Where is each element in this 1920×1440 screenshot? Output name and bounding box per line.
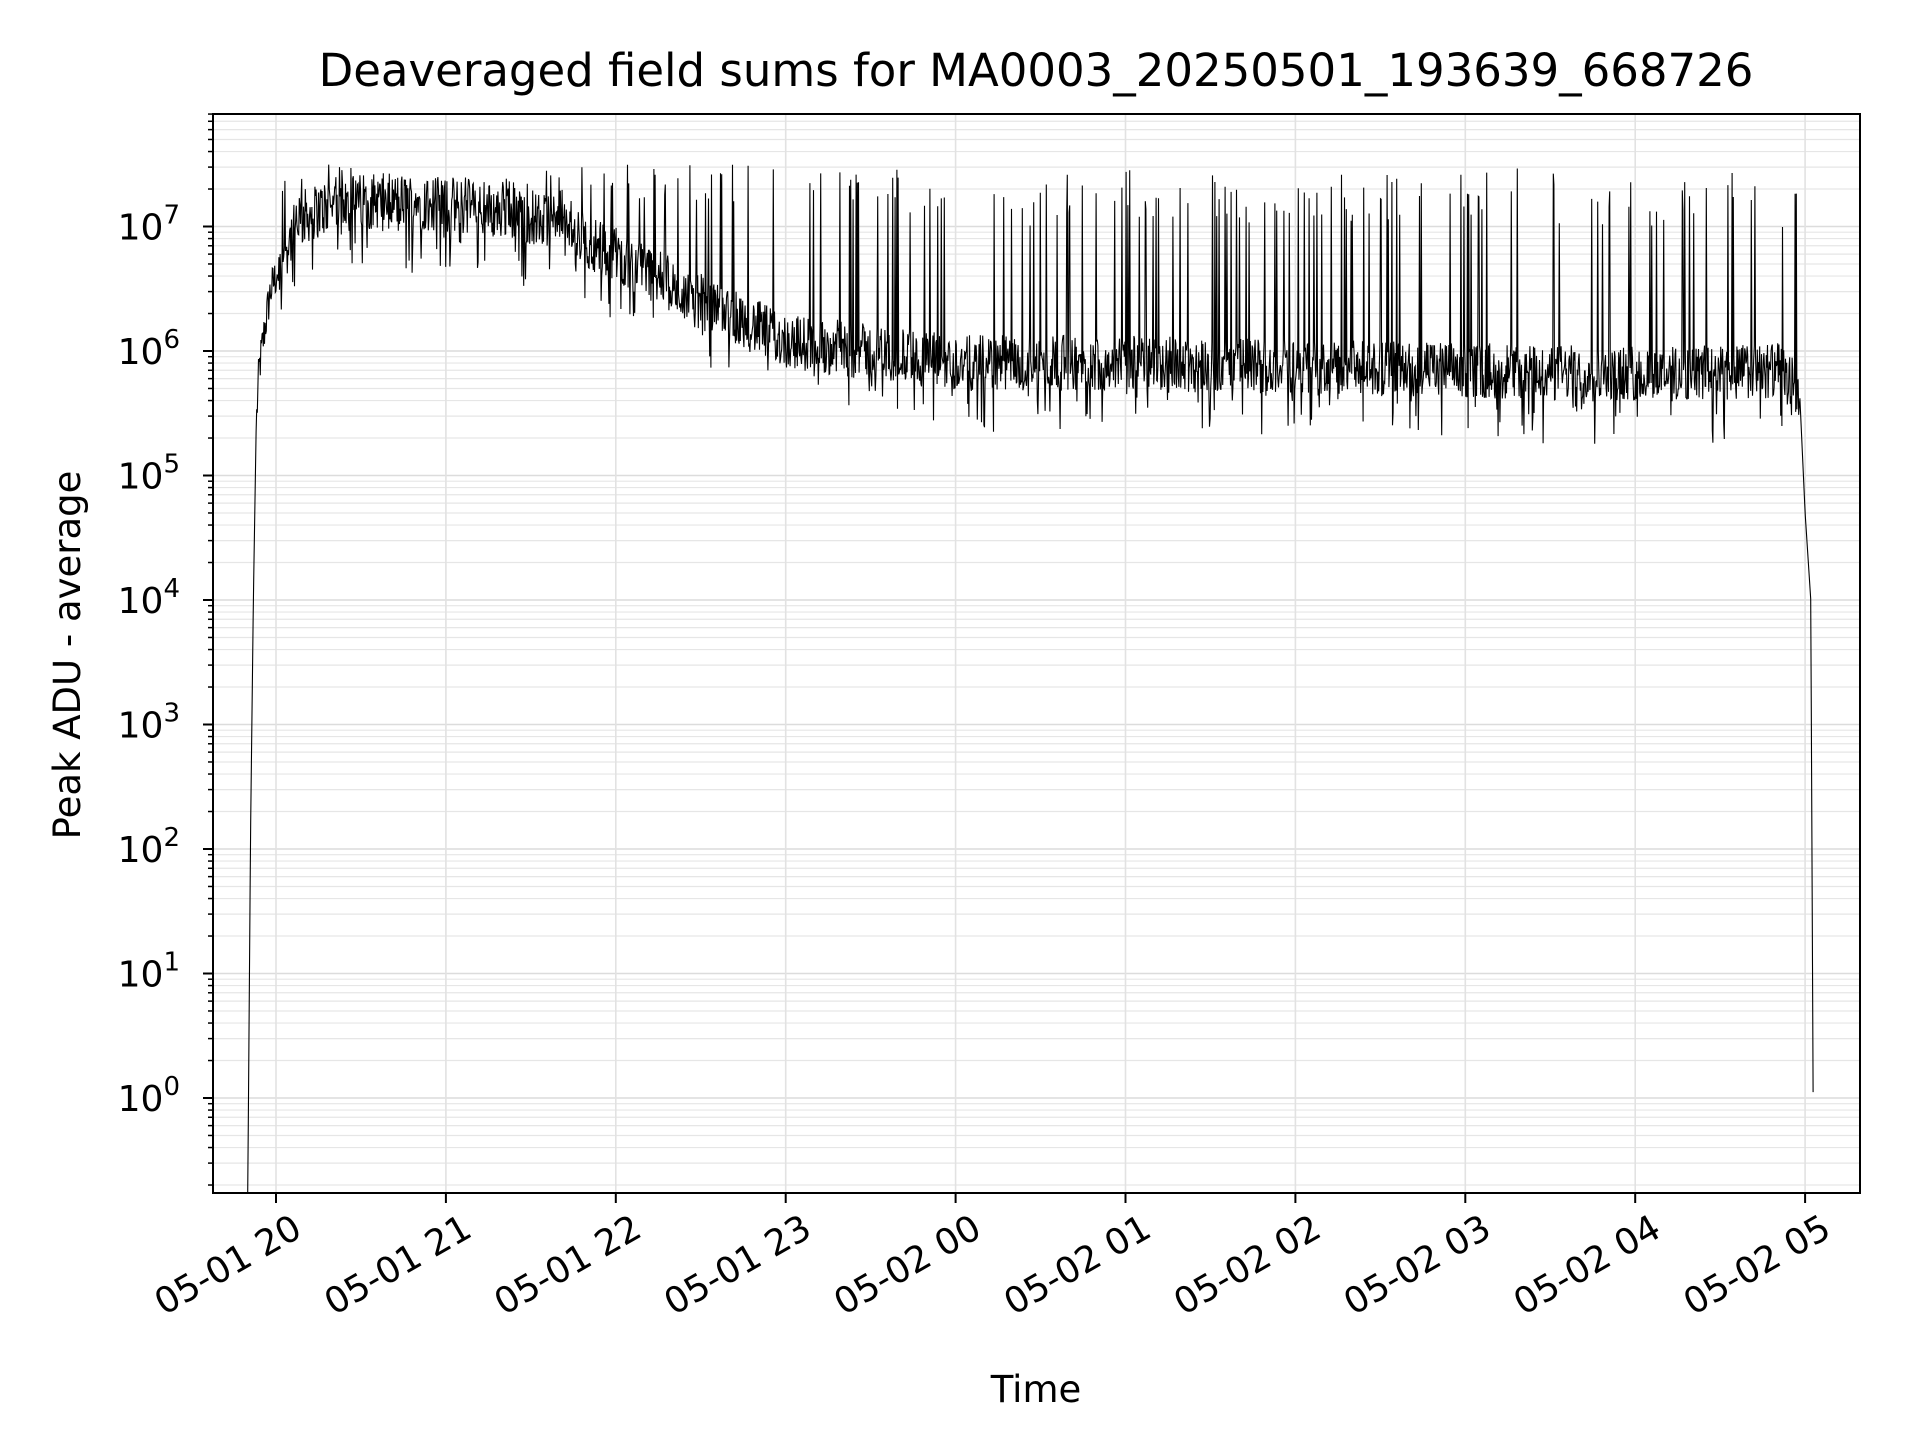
- y-tick-label: 102: [118, 823, 180, 871]
- y-tick-label: 104: [118, 574, 180, 622]
- chart-title: Deaveraged field sums for MA0003_2025050…: [319, 44, 1754, 97]
- x-axis-label: Time: [990, 1368, 1082, 1411]
- y-tick-label: 100: [118, 1072, 180, 1120]
- y-tick-label: 101: [118, 948, 180, 996]
- y-tick-label: 107: [118, 201, 180, 249]
- y-tick-label: 103: [118, 699, 180, 747]
- series-line: [247, 164, 1814, 1194]
- grid: [213, 113, 1860, 1193]
- series-layer: [247, 164, 1814, 1194]
- y-axis-label: Peak ADU - average: [46, 471, 89, 840]
- plot-frame: [212, 113, 1861, 1194]
- y-tick-label: 105: [118, 450, 180, 498]
- y-tick-label: 106: [118, 325, 180, 373]
